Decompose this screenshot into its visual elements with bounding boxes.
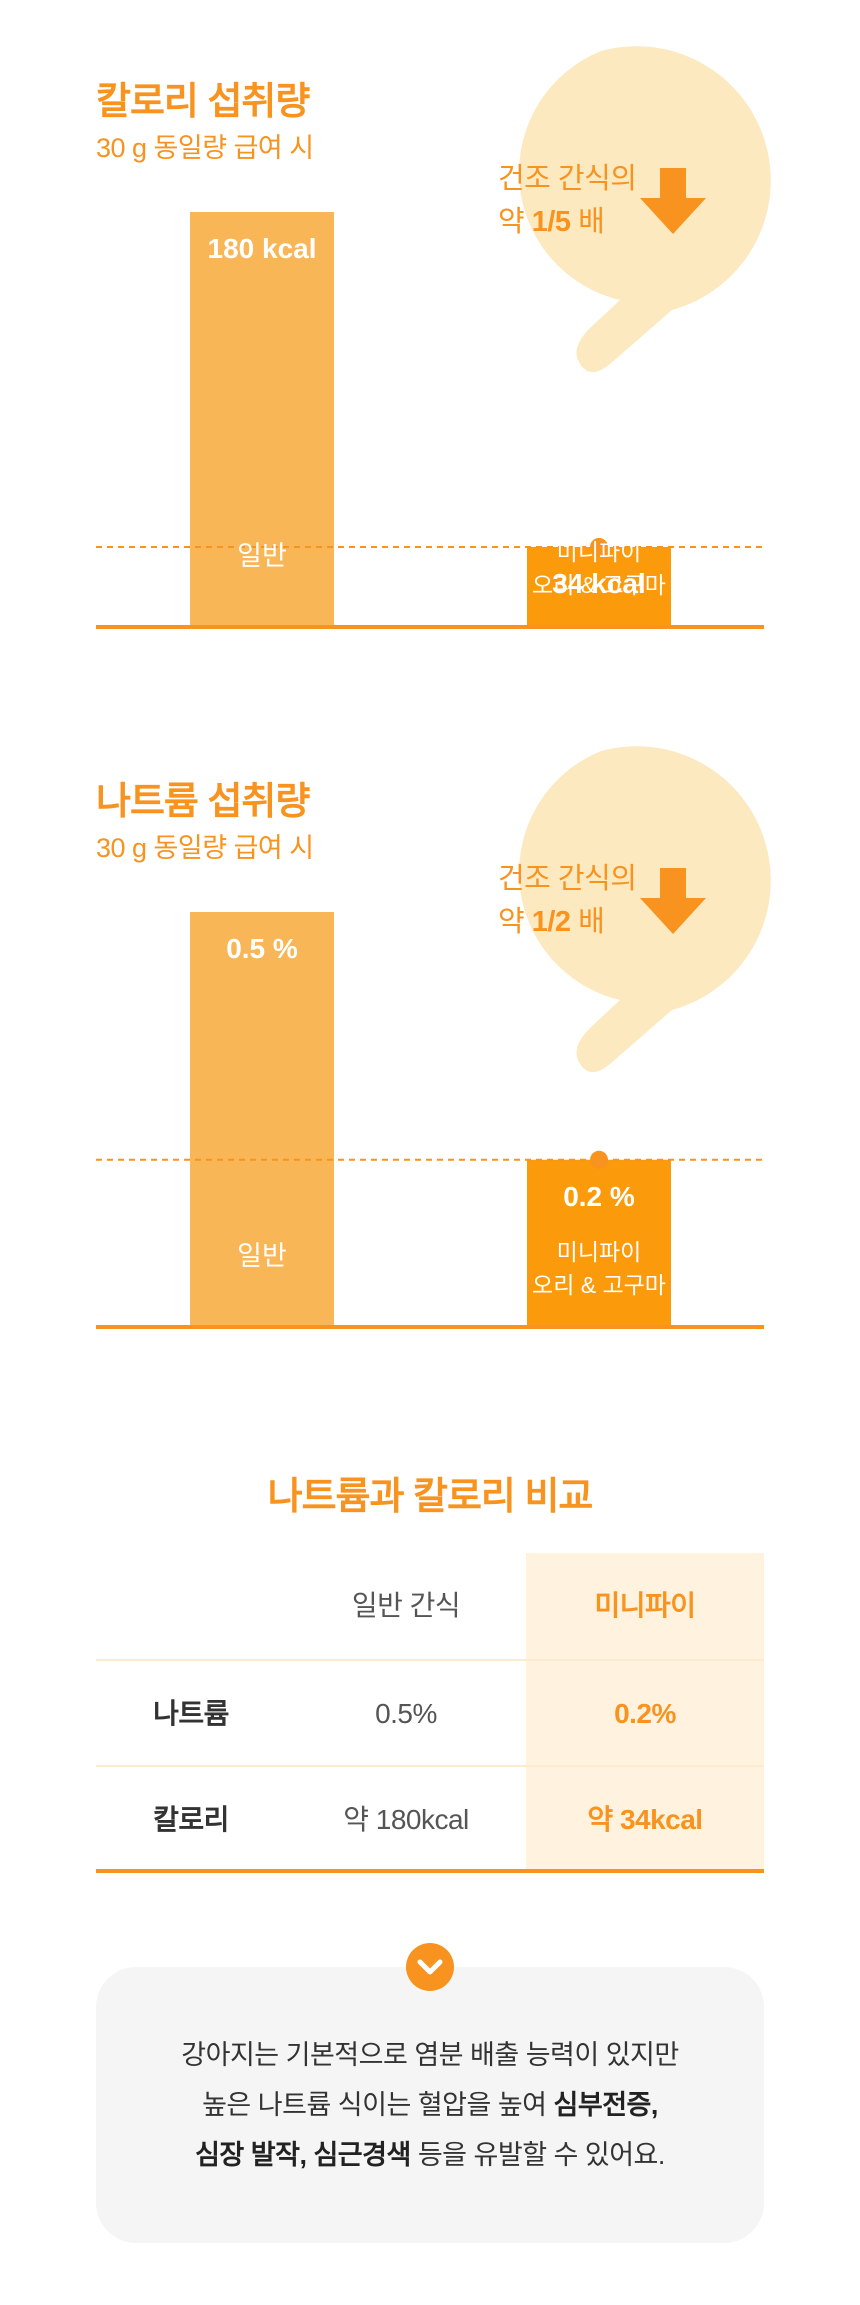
bar <box>190 912 334 1325</box>
info-note-text: 강아지는 기본적으로 염분 배출 능력이 있지만 높은 나트륨 식이는 혈압을 … <box>96 2030 764 2180</box>
table-header-row: 일반 간식 미니파이 <box>96 1553 764 1659</box>
header-cell: 미니파이 <box>594 1590 696 1621</box>
bar <box>527 546 671 625</box>
chart-title: 나트륨 섭취량 <box>96 781 310 823</box>
highlight-column <box>526 1553 764 1871</box>
callout-bubble <box>519 46 771 373</box>
callout-ratio-line: 약 1/5 배 <box>498 206 605 238</box>
chart-subtitle: 30 g 동일량 급여 시 <box>96 133 314 163</box>
calorie-chart-section: 칼로리 섭취량 30 g 동일량 급여 시 180 kcal 일반 34 kcal 미… <box>0 0 860 640</box>
callout-prefix: 건조 간식의 <box>498 863 637 895</box>
table-cell: 약 180kcal <box>343 1804 469 1835</box>
category-label: 일반 <box>237 541 287 571</box>
value-label: 34 kcal <box>552 568 645 599</box>
table-row: 나트륨 0.5% 0.2% <box>96 1659 764 1767</box>
callout-ratio: 1/2 <box>531 906 571 938</box>
value-label: 0.5 % <box>226 933 298 964</box>
table-bottom-rule <box>96 1869 764 1873</box>
callout-ratio-line: 약 1/2 배 <box>498 906 605 938</box>
comparison-title: 나트륨과 칼로리 비교 <box>267 1476 594 1518</box>
category-label: 오리 & 고구마 <box>532 572 666 598</box>
note-line: 강아지는 기본적으로 염분 배출 능력이 있지만 <box>181 2040 679 2070</box>
category-label: 미니파이 <box>557 539 642 565</box>
callout-bubble <box>519 746 771 1073</box>
reference-marker <box>590 1150 608 1169</box>
table-cell: 0.5% <box>375 1698 437 1729</box>
bar <box>190 212 334 625</box>
value-label: 0.2 % <box>563 1181 635 1212</box>
chart-subtitle: 30 g 동일량 급여 시 <box>96 833 314 863</box>
reference-marker <box>590 537 608 556</box>
callout-text: 건조 간식의 약 1/5 배 <box>498 158 637 244</box>
row-label: 나트륨 <box>153 1698 229 1729</box>
chevron-down-icon <box>406 1943 454 1991</box>
note-line: 높은 나트륨 식이는 혈압을 높여 심부전증, <box>202 2090 658 2120</box>
bar <box>527 1159 671 1325</box>
value-label: 180 kcal <box>208 233 317 264</box>
callout-prefix: 건조 간식의 <box>498 163 637 195</box>
category-label: 미니파이 <box>557 1239 642 1265</box>
callout-text: 건조 간식의 약 1/2 배 <box>498 858 637 944</box>
category-label: 일반 <box>237 1241 287 1271</box>
table-cell: 0.2% <box>614 1698 676 1729</box>
callout-ratio: 1/5 <box>531 206 571 238</box>
header-cell: 일반 간식 <box>351 1590 461 1621</box>
table-row: 칼로리 약 180kcal 약 34kcal <box>96 1765 764 1873</box>
info-note-box <box>96 1967 764 2243</box>
baseline <box>96 1325 764 1329</box>
row-label: 칼로리 <box>153 1804 229 1835</box>
chart-title: 칼로리 섭취량 <box>96 81 310 123</box>
category-label: 오리 & 고구마 <box>532 1272 666 1298</box>
arrow-down-icon <box>640 868 706 934</box>
arrow-down-icon <box>640 168 706 234</box>
header-cell <box>96 1553 286 1659</box>
note-line: 심장 발작, 심근경색 등을 유발할 수 있어요. <box>195 2140 665 2170</box>
baseline <box>96 625 764 629</box>
table-cell: 약 34kcal <box>587 1804 703 1835</box>
